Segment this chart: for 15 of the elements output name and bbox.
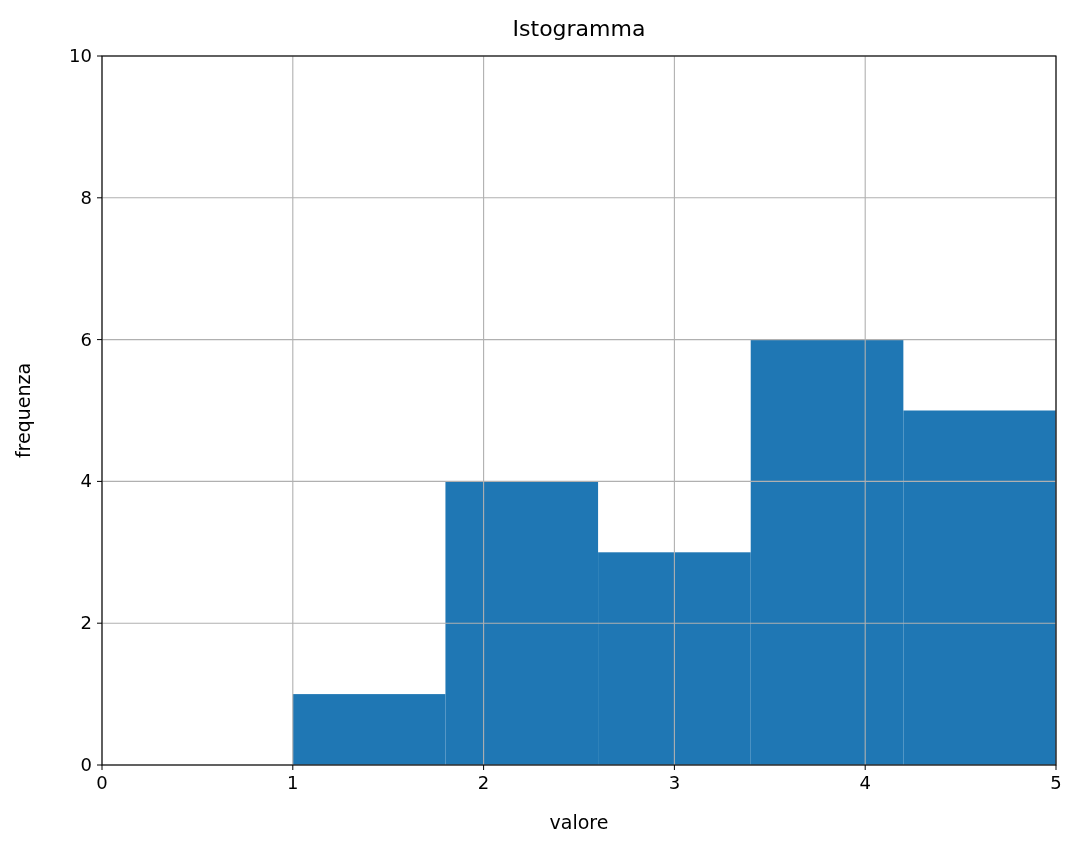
x-tick-label: 4 (859, 772, 871, 793)
x-tick-label: 0 (96, 772, 108, 793)
x-tick-label: 3 (668, 772, 681, 793)
chart-title: Istogramma (512, 16, 646, 41)
y-tick-label: 8 (80, 186, 92, 208)
y-tick-label: 6 (80, 328, 92, 350)
x-tick-label: 2 (477, 772, 490, 793)
x-tick-label: 1 (287, 772, 299, 793)
x-tick-label: 5 (1050, 772, 1062, 793)
y-tick-label: 4 (80, 470, 92, 492)
y-axis-title: frequenza (12, 362, 34, 459)
y-tick-label: 0 (80, 754, 92, 775)
y-tick-label: 2 (80, 612, 92, 634)
y-tick-label: 10 (69, 45, 92, 66)
x-axis-title: valore (549, 811, 609, 833)
